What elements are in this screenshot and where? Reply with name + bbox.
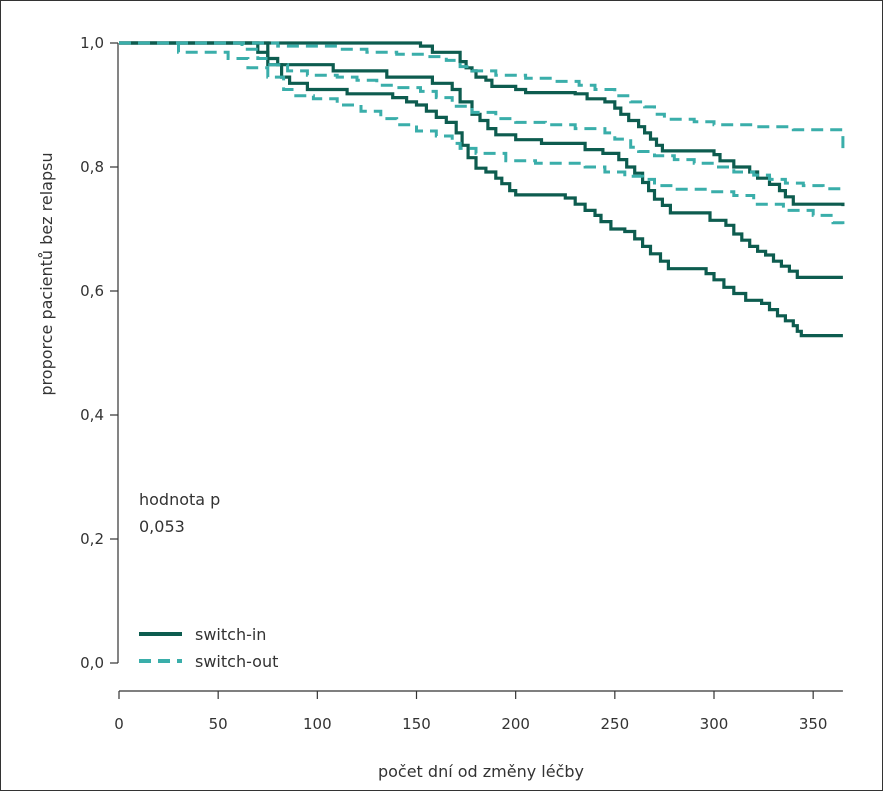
legend-label-switch-out: switch-out: [195, 652, 278, 671]
legend: switch-in switch-out: [139, 625, 278, 671]
plot-area: [119, 41, 845, 338]
series-switch-in-curve-1: [119, 41, 845, 207]
x-tick-label: 300: [700, 715, 729, 733]
series-switch-in-curve-2: [119, 41, 843, 279]
p-value-label: hodnota p: [139, 490, 220, 509]
x-tick-label: 150: [402, 715, 431, 733]
series-switch-out-curve-1: [119, 41, 845, 149]
x-axis-title: počet dní od změny léčby: [378, 762, 584, 781]
series-switch-out-curve-3: [119, 41, 845, 229]
series-switch-out-curve-2: [119, 41, 845, 191]
series-switch-in-curve-3: [119, 41, 843, 338]
y-tick-label: 1,0: [80, 34, 104, 52]
y-axis: 0,0 0,2 0,4 0,6 0,8 1,0: [80, 34, 119, 672]
y-tick-label: 0,0: [80, 654, 104, 672]
x-tick-label: 100: [303, 715, 332, 733]
y-tick-label: 0,6: [80, 282, 104, 300]
x-tick-label: 200: [501, 715, 530, 733]
y-tick-label: 0,8: [80, 158, 104, 176]
y-tick-label: 0,4: [80, 406, 104, 424]
x-axis: 0 50 100 150 200 250 300 350: [114, 690, 843, 733]
x-tick-label: 50: [209, 715, 228, 733]
x-tick-label: 250: [601, 715, 630, 733]
legend-label-switch-in: switch-in: [195, 625, 266, 644]
x-tick-label: 350: [799, 715, 828, 733]
x-tick-label: 0: [114, 715, 124, 733]
p-value-number: 0,053: [139, 517, 185, 536]
y-axis-title: proporce pacientů bez relapsu: [37, 152, 56, 395]
y-tick-label: 0,2: [80, 530, 104, 548]
